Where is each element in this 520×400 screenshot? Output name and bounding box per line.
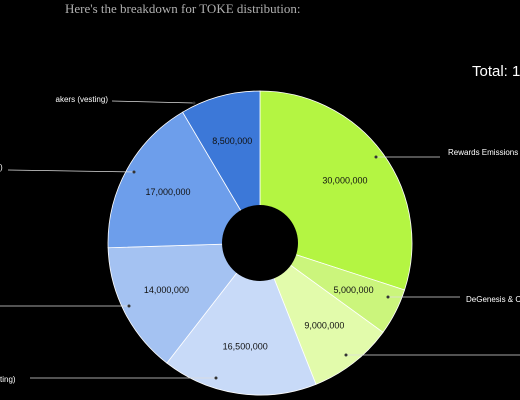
value-label: 30,000,000 [322,176,367,186]
category-label: DeGenesis & C [466,295,520,304]
value-label: 16,500,000 [223,341,268,351]
slice [182,90,261,245]
leader-line [7,169,135,173]
value-label: 8,500,000 [212,136,252,146]
slice [166,242,317,396]
leader-dot [132,170,136,174]
donut-hole [222,205,298,281]
slice [107,242,261,364]
leader-dot [214,376,218,380]
leader-line [111,100,195,104]
slice [259,90,413,291]
leader-dot [192,101,196,105]
slice [107,111,261,249]
total-label: Total: 10 [472,63,520,80]
header: Here's the breakdown for TOKE distributi… [65,1,300,16]
category-label: akers (vesting) [56,95,109,104]
leader-dot [374,155,378,159]
value-label: 5,000,000 [334,285,374,295]
category-label: Rewards Emissions [448,148,518,157]
value-label: 9,000,000 [304,320,344,330]
leader-dot [386,295,390,299]
leader-dot [344,353,348,357]
category-label: ) [0,163,3,172]
slice [259,241,384,385]
category-label: ting) [0,375,16,384]
value-label: 14,000,000 [144,285,189,295]
leader-dot [127,304,131,308]
value-label: 17,000,000 [145,187,190,197]
